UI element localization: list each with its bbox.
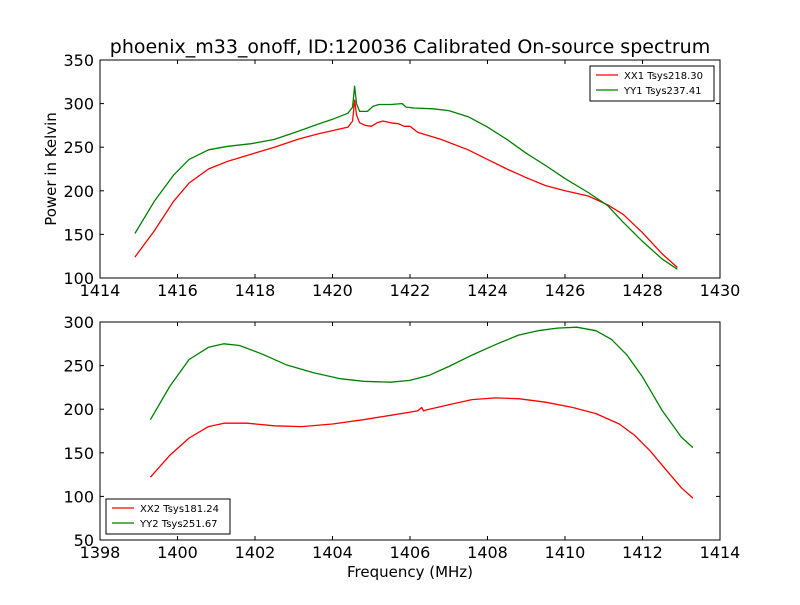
panel2-x-tick-label: 1404	[312, 543, 353, 562]
panel2-legend-label-2: YY2 Tsys251.67	[139, 519, 218, 530]
panel1-series-line-2	[134, 85, 678, 270]
panel1-x-tick-label: 1414	[80, 281, 121, 300]
panel1-x-tick-label: 1430	[700, 281, 741, 300]
panel2-x-tick-label: 1398	[80, 543, 121, 562]
panel2-y-tick-label: 300	[63, 313, 94, 332]
panel1-y-tick-label: 150	[63, 225, 94, 244]
panel2-x-tick-label: 1414	[700, 543, 741, 562]
panel1-series-line-1	[134, 99, 678, 268]
panel2-y-tick-label: 100	[63, 487, 94, 506]
panel2-x-axis-label: Frequency (MHz)	[347, 563, 473, 581]
panel1-y-axis-label: Power in Kelvin	[42, 112, 60, 226]
panel1-legend: XX1 Tsys218.30 YY1 Tsys237.41	[589, 65, 715, 102]
panel2-y-tick-label: 50	[74, 531, 94, 550]
panel1-x-tick-label: 1422	[390, 281, 431, 300]
panel2-legend-box	[105, 498, 231, 535]
panel2-y-tick-label: 200	[63, 400, 94, 419]
panel2-x-tick-label: 1410	[545, 543, 586, 562]
panel2: 1398 1400 1402 1404 1406 1408 1410 1412 1414 50 10…	[63, 313, 740, 581]
panel2-y-tick-label: 150	[63, 444, 94, 463]
panel2-x-tick-label: 1400	[157, 543, 198, 562]
panel1-x-tick-label: 1420	[312, 281, 353, 300]
panel1-y-tick-label: 250	[63, 138, 94, 157]
panel1-y-tick-label: 300	[63, 95, 94, 114]
panel2-series-line-2	[149, 326, 694, 449]
panel1-x-tick-label: 1418	[235, 281, 276, 300]
panel1-y-tick-label: 350	[63, 51, 94, 70]
panel1-x-tick-label: 1416	[157, 281, 198, 300]
panel1-x-tick-label: 1426	[545, 281, 586, 300]
panel1-x-tick-label: 1428	[622, 281, 663, 300]
panel1-legend-label-2: YY1 Tsys237.41	[623, 86, 702, 97]
panel2-legend: XX2 Tsys181.24 YY2 Tsys251.67	[105, 498, 231, 535]
panel1-y-tick-label: 200	[63, 182, 94, 201]
panel1: 1414 1416 1418 1420 1422 1424 1426 1428 1430 100 1…	[42, 51, 740, 300]
panel2-x-tick-label: 1408	[467, 543, 508, 562]
panel1-legend-box	[589, 65, 715, 102]
panel2-series-line-1	[149, 397, 694, 499]
panel2-y-tick-label: 250	[63, 357, 94, 376]
panel1-x-tick-label: 1424	[467, 281, 508, 300]
panel2-legend-label-1: XX2 Tsys181.24	[140, 504, 219, 515]
panel1-y-tick-label: 100	[63, 269, 94, 288]
panel2-x-tick-label: 1412	[622, 543, 663, 562]
panel1-legend-label-1: XX1 Tsys218.30	[624, 71, 703, 82]
panel2-x-tick-label: 1402	[235, 543, 276, 562]
chart-title: phoenix_m33_onoff, ID:120036 Calibrated …	[110, 36, 710, 58]
panel2-x-tick-label: 1406	[390, 543, 431, 562]
